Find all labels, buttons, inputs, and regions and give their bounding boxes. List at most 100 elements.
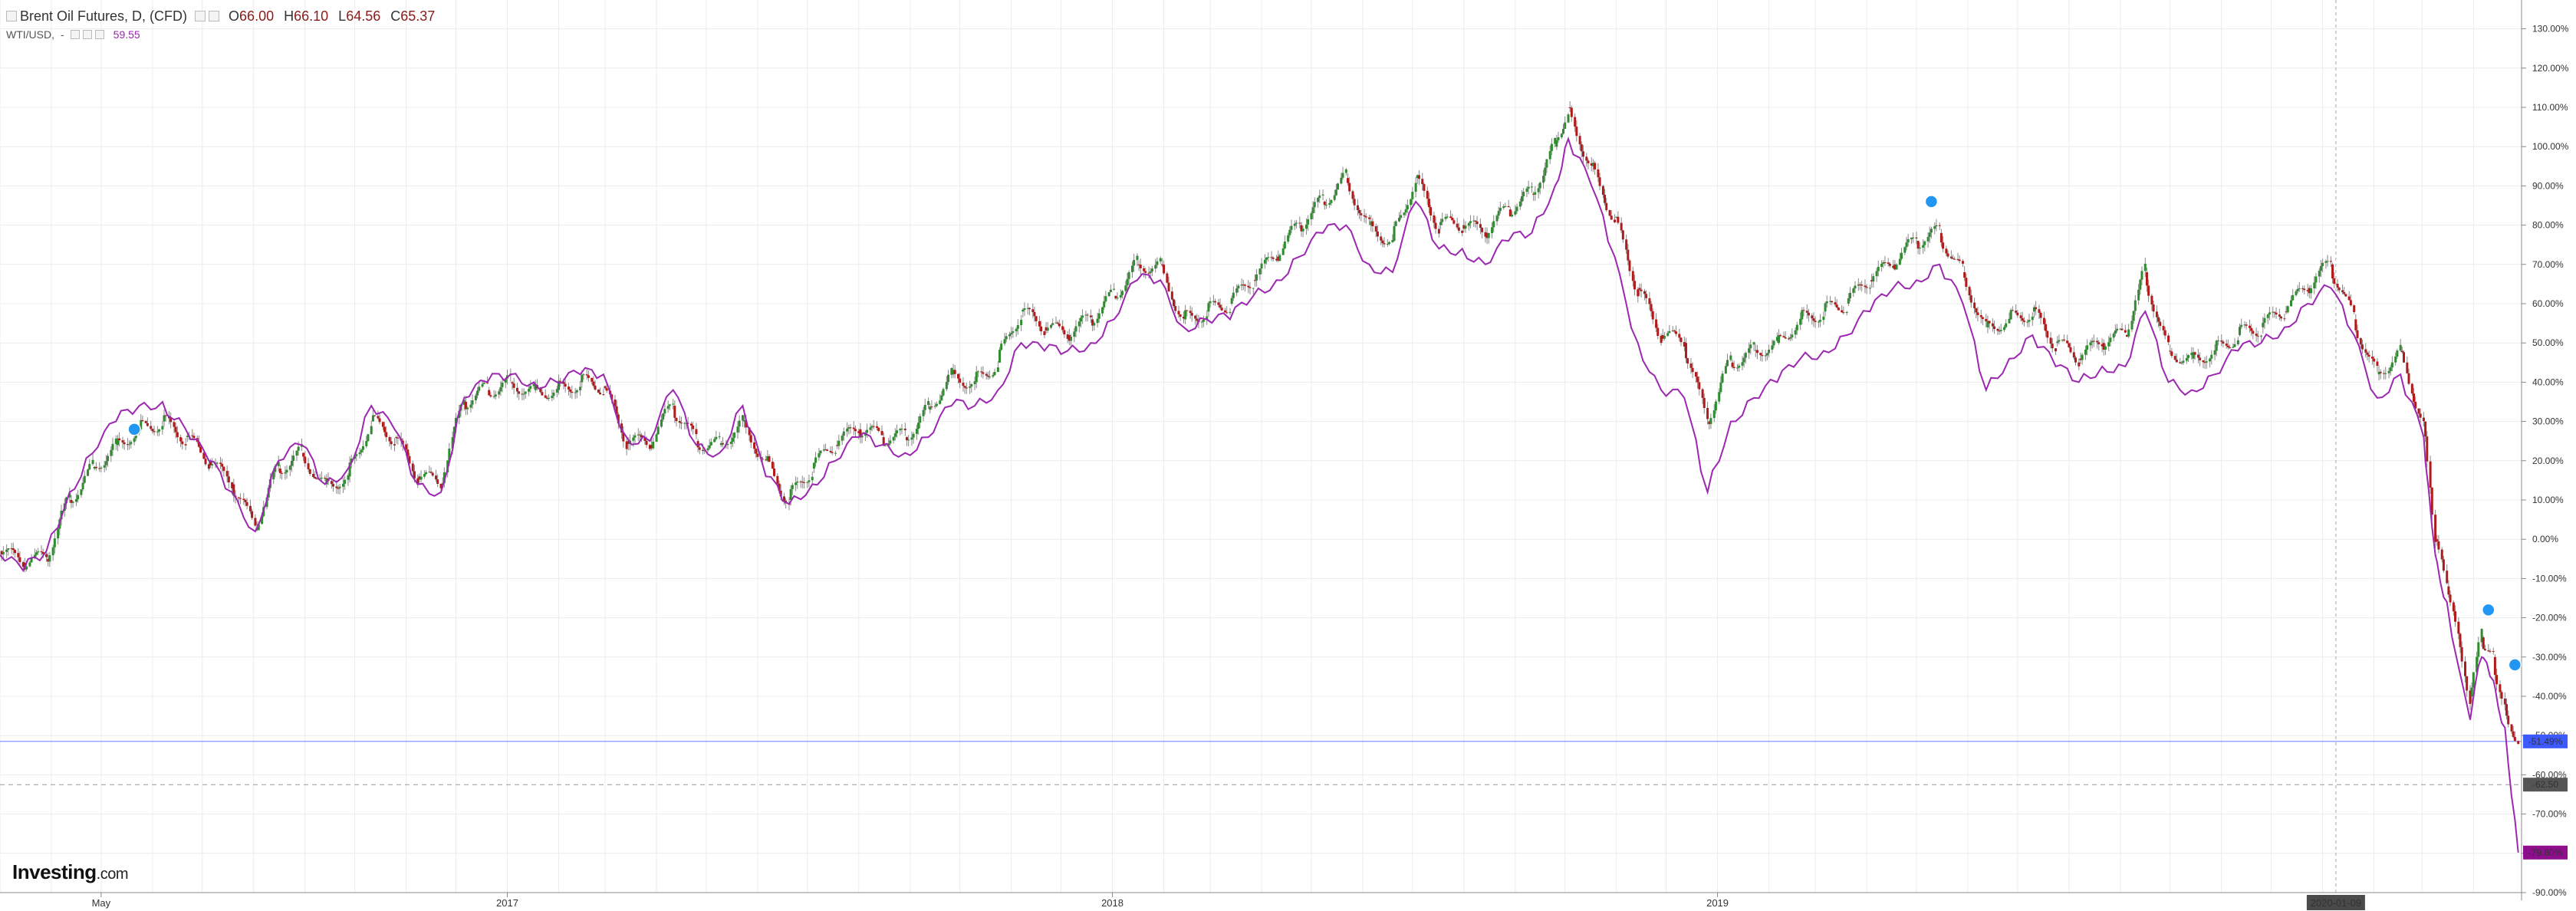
candle-body — [1300, 225, 1303, 232]
candle-body — [1348, 183, 1351, 192]
candle-body — [2186, 355, 2189, 358]
candle-body — [1301, 229, 1304, 232]
candle-body — [1461, 230, 1464, 233]
candle-body — [1287, 235, 1290, 242]
candle-body — [1610, 215, 1613, 220]
candle-body — [1825, 301, 1828, 304]
candle-body — [895, 430, 898, 433]
candle-body — [541, 392, 544, 396]
candle-body — [1225, 312, 1229, 314]
candle-body — [251, 511, 254, 518]
candle-body — [1597, 169, 1600, 178]
candle-body — [1005, 336, 1008, 340]
candle-body — [2068, 343, 2071, 347]
candle-body — [812, 462, 815, 469]
candle-body — [184, 444, 187, 446]
candle-body — [504, 378, 507, 383]
candle-body — [199, 446, 202, 453]
candle-body — [1398, 218, 1401, 222]
candle-body — [675, 417, 678, 422]
candle-body — [1986, 321, 1989, 327]
candle-body — [2055, 348, 2058, 352]
compare-eye-icon[interactable] — [70, 30, 80, 39]
candle-body — [341, 483, 344, 487]
candle-body — [2210, 354, 2213, 359]
candle-body — [481, 383, 484, 387]
candle-body — [2155, 311, 2158, 317]
candle-body — [448, 448, 451, 461]
candle-body — [388, 437, 391, 442]
candle-body — [2446, 571, 2449, 584]
candle-body — [1130, 265, 1133, 272]
candle-body — [2419, 413, 2422, 418]
candle-body — [2298, 288, 2301, 289]
candle-body — [209, 460, 212, 465]
candle-body — [7, 548, 10, 550]
candle-body — [245, 502, 248, 506]
candle-body — [488, 390, 491, 396]
candle-body — [1678, 334, 1681, 338]
candle-body — [1038, 321, 1041, 327]
candle-body — [462, 400, 466, 405]
candle-body — [280, 472, 283, 474]
candle-body — [285, 469, 288, 473]
candle-body — [1077, 321, 1081, 327]
candle-body — [173, 422, 176, 427]
series-close-icon[interactable] — [209, 11, 220, 21]
candle-body — [1548, 151, 1551, 160]
candle-body — [1394, 221, 1397, 226]
candle-body — [312, 473, 315, 477]
candle-body — [419, 476, 423, 480]
candle-body — [2344, 294, 2347, 297]
candle-body — [1323, 201, 1326, 206]
compare-close-icon[interactable] — [94, 30, 104, 39]
candle-body — [2505, 704, 2509, 716]
candle-body — [1999, 330, 2002, 331]
candle-body — [2203, 362, 2206, 363]
price-badge — [2523, 845, 2568, 860]
candle-body — [25, 566, 28, 570]
candle-body — [1759, 353, 1762, 356]
candle-body — [2092, 340, 2095, 342]
candle-body — [1857, 284, 1860, 286]
price-badges: -51.49% -62.50 -79.80% — [2523, 734, 2568, 860]
candle-body — [2366, 352, 2369, 355]
candle-body — [2016, 312, 2019, 316]
candle-body — [492, 396, 495, 397]
candle-body — [1371, 221, 1374, 227]
candle-body — [854, 429, 857, 432]
candle-body — [1782, 336, 1785, 337]
candle-body — [1351, 191, 1354, 199]
candle-body — [1360, 213, 1363, 215]
candle-body — [1822, 316, 1825, 321]
candle-body — [1311, 207, 1314, 214]
candle-body — [1741, 362, 1744, 366]
candle-body — [959, 378, 962, 383]
collapse-legend-button[interactable] — [6, 11, 17, 21]
candle-body — [1457, 227, 1460, 231]
series-settings-icon[interactable] — [195, 11, 206, 21]
candle-body — [2066, 340, 2069, 344]
candle-body — [2407, 373, 2410, 384]
candle-body — [950, 368, 953, 375]
candle-body — [615, 406, 618, 415]
candle-body — [1499, 208, 1502, 212]
candle-body — [2476, 656, 2479, 673]
candle-body — [982, 372, 985, 374]
candle-body — [512, 383, 515, 388]
candle-body — [324, 478, 327, 479]
candle-body — [1492, 221, 1495, 228]
candle-body — [2072, 352, 2075, 358]
candle-body — [1096, 318, 1099, 324]
candle-body — [2199, 357, 2202, 360]
candle-body — [1732, 367, 1735, 368]
candle-body — [107, 456, 110, 462]
candle-body — [1190, 313, 1193, 316]
candle-body — [2120, 328, 2124, 331]
candle-body — [698, 447, 701, 450]
candle-body — [1464, 225, 1467, 229]
compare-settings-icon[interactable] — [82, 30, 92, 39]
y-axis: 130.00% 120.00% 110.00% 100.00% 90.00% 80.00%… — [2521, 0, 2569, 900]
candle-body — [2349, 300, 2352, 306]
